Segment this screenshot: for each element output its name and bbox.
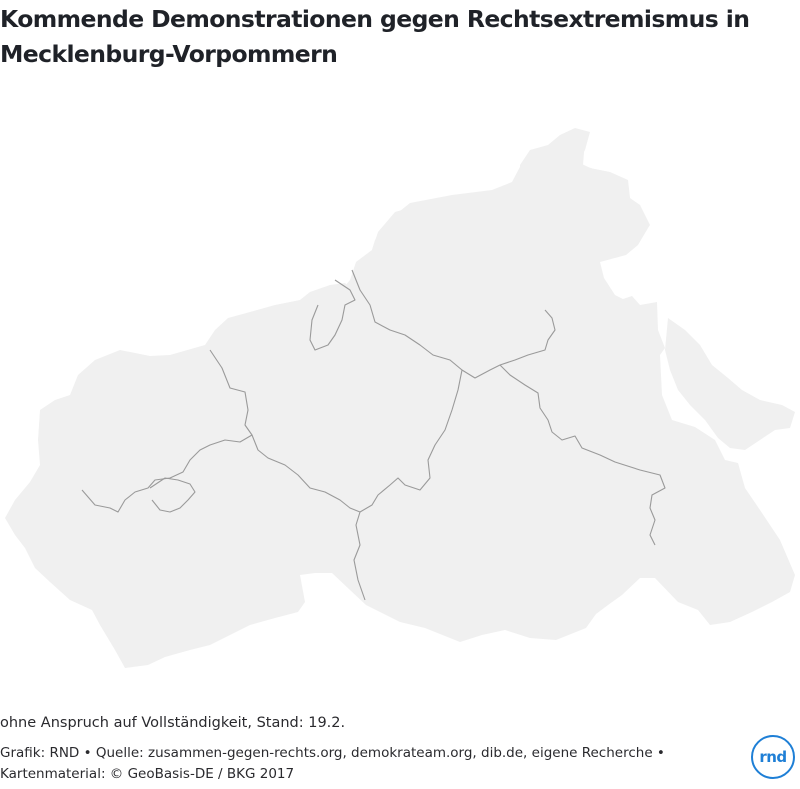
- land-mass: [5, 128, 795, 668]
- border-vorpommern-ruegen: [461, 309, 556, 379]
- map-title: Kommende Demonstrationen gegen Rechtsext…: [0, 5, 750, 68]
- rnd-logo: rnd: [751, 735, 795, 779]
- source-line-2: Kartenmaterial: © GeoBasis-DE / BKG 2017: [0, 766, 295, 782]
- district-borders: [81, 269, 666, 601]
- border-nordwestmecklenburg: [81, 349, 253, 513]
- border-ludwigslust-parchim: [353, 511, 366, 601]
- source-line-1: Grafik: RND • Quelle: zusammen-gegen-rec…: [0, 745, 665, 761]
- border-vorpommern-greifswald: [499, 364, 666, 546]
- border-rostock: [309, 279, 356, 351]
- disclaimer-note: ohne Anspruch auf Vollständigkeit, Stand…: [0, 715, 346, 731]
- source-credits: Grafik: RND • Quelle: zusammen-gegen-rec…: [0, 743, 720, 785]
- border-schwerin: [149, 477, 196, 513]
- state-map: [5, 128, 795, 668]
- border-landkreis-rostock: [251, 269, 463, 513]
